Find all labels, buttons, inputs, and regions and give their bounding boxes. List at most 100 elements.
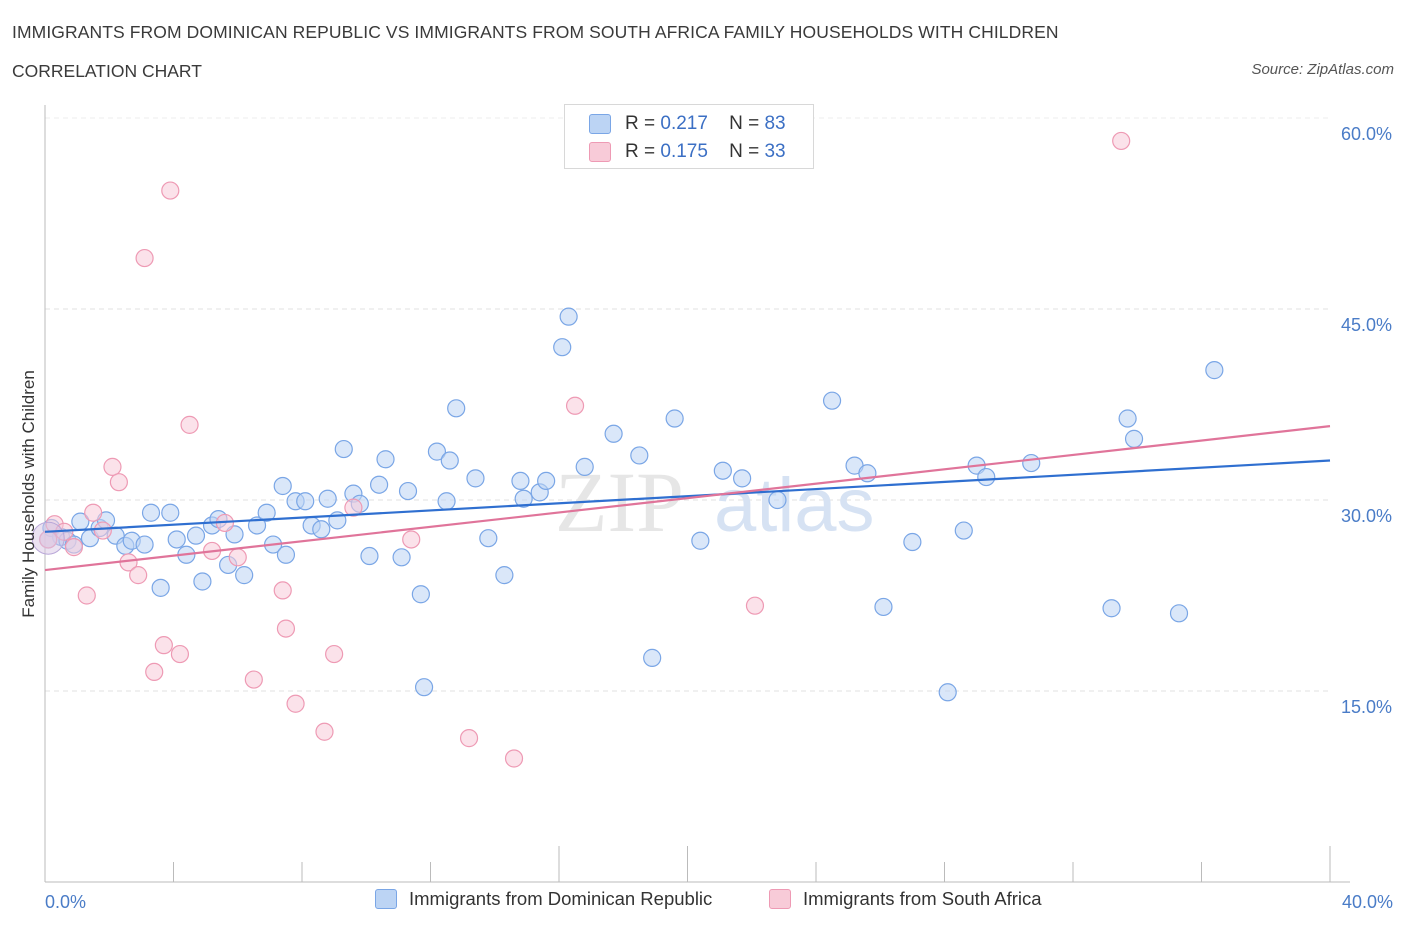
point-dominican xyxy=(768,490,787,510)
point-dominican xyxy=(235,566,254,585)
legend-item-dominican[interactable]: Immigrants from Dominican Republic xyxy=(375,888,712,910)
point-dominican xyxy=(1169,604,1189,623)
point-dominican xyxy=(257,503,276,522)
point-dominican xyxy=(360,546,379,566)
point-dominican xyxy=(511,471,530,490)
point-south-africa xyxy=(103,457,122,476)
n-value: 83 xyxy=(764,113,786,134)
point-dominican xyxy=(273,476,292,496)
n-label: N = xyxy=(729,113,760,134)
point-dominican xyxy=(296,492,315,511)
point-south-africa xyxy=(244,670,263,689)
point-dominican xyxy=(398,481,418,501)
point-dominican xyxy=(466,469,485,488)
trend-lines xyxy=(44,425,1331,572)
point-dominican xyxy=(604,424,623,443)
point-dominican xyxy=(537,471,556,490)
point-dominican xyxy=(186,526,206,545)
point-dominican xyxy=(977,467,996,487)
stats-row-south-africa: R = 0.175 N = 33 xyxy=(589,140,786,164)
point-south-africa xyxy=(315,722,334,741)
point-dominican xyxy=(691,531,710,550)
point-dominican xyxy=(1102,599,1121,618)
legend-label-dominican: Immigrants from Dominican Republic xyxy=(409,888,713,909)
point-dominican xyxy=(151,578,170,597)
point-dominican xyxy=(1124,429,1144,448)
point-south-africa xyxy=(286,694,305,713)
point-dominican xyxy=(318,489,337,508)
point-south-africa xyxy=(145,662,164,682)
n-label: N = xyxy=(729,141,760,162)
point-south-africa xyxy=(276,619,296,638)
point-south-africa xyxy=(180,415,199,434)
y-tick-label: 45.0% xyxy=(1341,315,1392,335)
point-south-africa xyxy=(77,586,96,605)
gridlines xyxy=(45,117,1330,692)
point-dominican xyxy=(553,338,572,357)
swatch-dominican xyxy=(589,114,611,134)
point-south-africa xyxy=(565,396,585,415)
point-south-africa xyxy=(161,181,180,200)
point-south-africa xyxy=(402,530,421,549)
y-tick-label: 15.0% xyxy=(1341,697,1392,717)
point-dominican xyxy=(575,457,594,476)
point-dominican xyxy=(167,530,186,549)
legend-swatch-dominican xyxy=(375,889,397,909)
point-south-africa xyxy=(64,538,84,557)
x-tick-label-left: 0.0% xyxy=(45,892,86,912)
legend-item-south-africa[interactable]: Immigrants from South Africa xyxy=(769,888,1042,910)
trend-line-south-africa xyxy=(44,425,1331,572)
point-south-africa xyxy=(170,644,190,664)
point-dominican xyxy=(427,442,447,461)
point-dominican xyxy=(334,439,353,459)
point-dominican xyxy=(411,585,430,604)
point-dominican xyxy=(954,521,973,540)
point-south-africa xyxy=(344,498,363,517)
point-dominican xyxy=(141,503,161,522)
point-dominican xyxy=(312,520,331,539)
point-south-africa xyxy=(93,521,112,540)
point-dominican xyxy=(514,489,533,508)
tick-labels: 15.0% 30.0% 45.0% 60.0% 0.0% 40.0% xyxy=(45,124,1393,912)
r-value: 0.217 xyxy=(660,113,708,134)
chart-subtitle: CORRELATION CHART xyxy=(12,61,202,81)
stats-row-dominican: R = 0.217 N = 83 xyxy=(589,112,786,136)
point-south-africa xyxy=(504,749,524,768)
point-dominican xyxy=(874,597,893,617)
point-south-africa xyxy=(745,596,765,615)
point-south-africa xyxy=(459,729,479,748)
point-south-africa xyxy=(109,473,128,492)
point-dominican xyxy=(447,399,466,418)
point-dominican xyxy=(822,391,842,410)
point-dominican xyxy=(665,409,684,428)
point-dominican xyxy=(1205,361,1224,380)
point-dominican xyxy=(479,529,498,548)
r-label: R = xyxy=(625,113,656,134)
y-tick-label: 30.0% xyxy=(1341,506,1392,526)
swatch-south-africa xyxy=(589,142,611,162)
point-dominican xyxy=(392,548,411,567)
point-south-africa xyxy=(273,581,292,600)
source-label: Source: ZipAtlas.com xyxy=(1251,61,1394,78)
point-south-africa xyxy=(154,636,173,655)
stats-legend: R = 0.217 N = 83 R = 0.175 N = 33 xyxy=(564,104,814,169)
point-dominican xyxy=(161,503,180,522)
axes xyxy=(44,105,1350,883)
point-dominican xyxy=(495,566,514,585)
data-points xyxy=(31,131,1224,768)
point-dominican xyxy=(713,461,732,480)
point-dominican xyxy=(630,446,649,465)
r-value: 0.175 xyxy=(660,141,708,162)
point-dominican xyxy=(440,451,459,470)
point-dominican xyxy=(643,648,662,667)
y-tick-label: 60.0% xyxy=(1341,124,1392,144)
point-south-africa xyxy=(84,503,103,522)
trend-line-dominican xyxy=(44,459,1331,533)
point-south-africa xyxy=(1112,131,1131,151)
point-south-africa xyxy=(325,644,344,664)
point-dominican xyxy=(559,307,578,326)
point-dominican xyxy=(135,535,154,554)
legend-swatch-south-africa xyxy=(769,889,791,909)
point-dominican xyxy=(414,678,434,697)
